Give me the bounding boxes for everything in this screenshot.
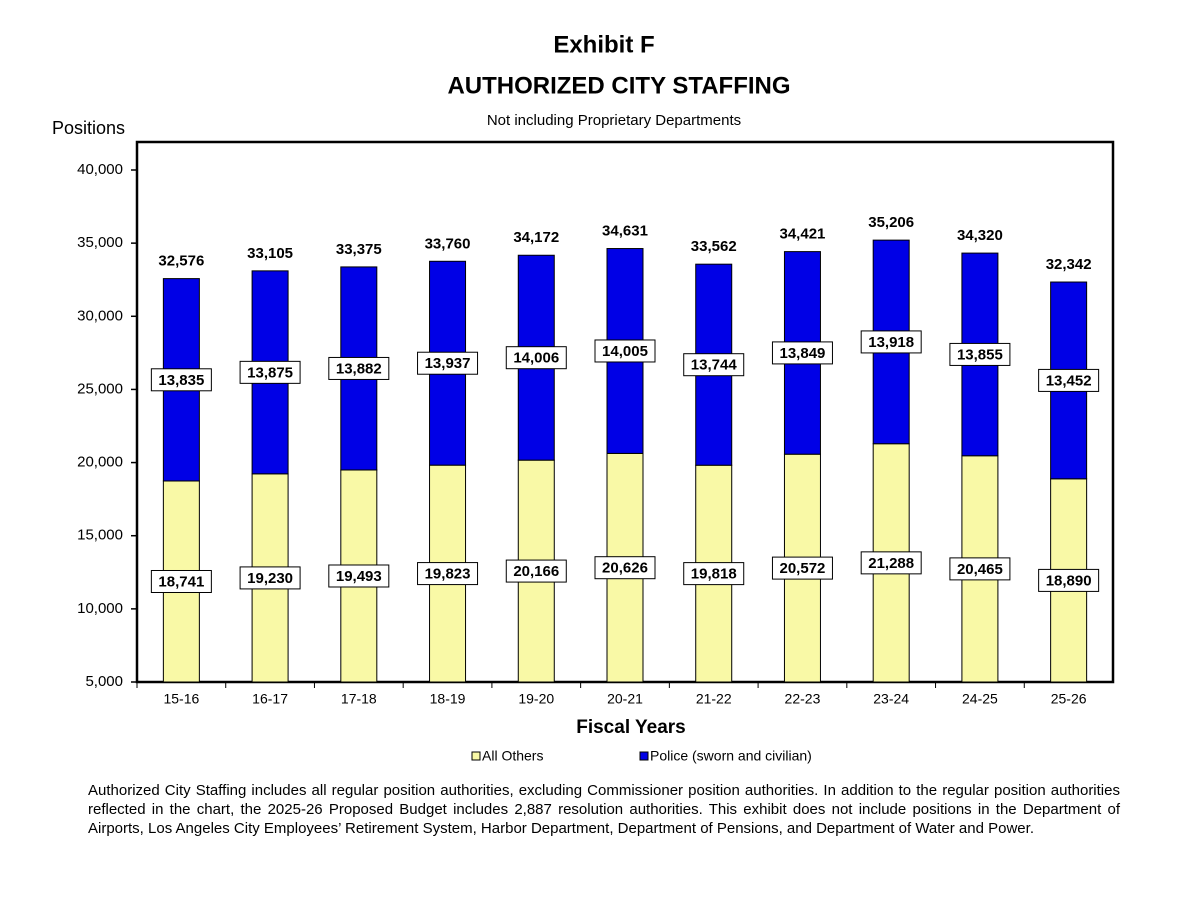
- x-tick-label: 24-25: [962, 691, 998, 707]
- value-label-box: [328, 356, 390, 380]
- x-tick-label: 25-26: [1051, 691, 1087, 707]
- x-tick-label: 17-18: [341, 691, 377, 707]
- value-label: 20,626: [602, 560, 648, 577]
- value-label-box: [239, 566, 301, 590]
- value-label: 19,823: [425, 566, 471, 583]
- y-tick-label: 40,000: [77, 161, 123, 178]
- value-label: 13,937: [425, 355, 471, 372]
- value-label: 13,882: [336, 360, 382, 377]
- value-label: 18,890: [1046, 572, 1092, 589]
- y-tick-label: 20,000: [77, 454, 123, 471]
- y-tick-label: 25,000: [77, 380, 123, 397]
- value-label-box: [771, 341, 833, 365]
- y-tick-label: 35,000: [77, 234, 123, 251]
- value-label: 18,741: [158, 573, 204, 590]
- total-label: 33,562: [691, 238, 737, 255]
- total-label: 33,760: [425, 235, 471, 252]
- value-label: 20,572: [780, 560, 826, 577]
- value-label-box: [417, 351, 479, 375]
- value-label-box: [594, 339, 656, 363]
- legend-swatch: [471, 751, 481, 761]
- value-label-box: [860, 330, 922, 354]
- value-label-box: [949, 557, 1011, 581]
- total-label: 34,631: [602, 223, 648, 240]
- total-label: 33,375: [336, 241, 382, 258]
- y-tick-label: 10,000: [77, 600, 123, 617]
- value-label: 13,835: [158, 372, 204, 389]
- value-label: 19,493: [336, 568, 382, 585]
- y-tick-label: 5,000: [85, 673, 123, 690]
- chart-subtitle: Not including Proprietary Departments: [487, 112, 741, 129]
- y-axis-label: Positions: [52, 118, 125, 138]
- total-label: 32,576: [158, 253, 204, 270]
- value-label-box: [683, 353, 745, 377]
- legend-label: Police (sworn and civilian): [650, 748, 812, 764]
- exhibit-label: Exhibit F: [553, 31, 654, 58]
- x-tick-label: 18-19: [430, 691, 466, 707]
- x-axis-label: Fiscal Years: [576, 717, 686, 738]
- footnote: Authorized City Staffing includes all re…: [88, 782, 1120, 837]
- value-label-box: [683, 562, 745, 586]
- x-tick-label: 21-22: [696, 691, 732, 707]
- value-label-box: [771, 556, 833, 580]
- value-label-box: [594, 556, 656, 580]
- value-label: 13,744: [691, 357, 738, 374]
- total-label: 34,421: [780, 226, 826, 243]
- value-label-box: [1038, 568, 1100, 592]
- value-label-box: [1038, 368, 1100, 392]
- value-label-box: [239, 360, 301, 384]
- value-label-box: [150, 368, 212, 392]
- value-label: 19,230: [247, 570, 293, 587]
- total-label: 34,172: [513, 229, 559, 246]
- y-tick-label: 15,000: [77, 527, 123, 544]
- value-label: 13,452: [1046, 372, 1092, 389]
- value-label-box: [505, 559, 567, 583]
- value-label-box: [150, 569, 212, 593]
- value-label-box: [505, 346, 567, 370]
- x-tick-label: 19-20: [518, 691, 554, 707]
- value-label: 20,166: [513, 563, 559, 580]
- y-tick-label: 30,000: [77, 307, 123, 324]
- value-label-box: [328, 564, 390, 588]
- total-label: 33,105: [247, 245, 293, 262]
- total-label: 35,206: [868, 214, 914, 231]
- x-tick-label: 15-16: [163, 691, 199, 707]
- value-label-box: [860, 551, 922, 575]
- total-label: 34,320: [957, 227, 1003, 244]
- value-label-box: [949, 342, 1011, 366]
- x-tick-label: 20-21: [607, 691, 643, 707]
- value-label-box: [417, 562, 479, 586]
- chart-title: AUTHORIZED CITY STAFFING: [447, 72, 790, 99]
- x-tick-label: 23-24: [873, 691, 909, 707]
- x-tick-label: 22-23: [785, 691, 821, 707]
- value-label: 21,288: [868, 555, 914, 572]
- legend-swatch: [639, 751, 649, 761]
- value-label: 14,005: [602, 343, 648, 360]
- value-label: 13,855: [957, 346, 1003, 363]
- legend-label: All Others: [482, 748, 543, 764]
- value-label: 20,465: [957, 561, 1003, 578]
- value-label: 13,918: [868, 334, 914, 351]
- value-label: 13,875: [247, 364, 293, 381]
- total-label: 32,342: [1046, 256, 1092, 273]
- value-label: 14,006: [513, 350, 559, 367]
- value-label: 13,849: [780, 345, 826, 362]
- x-tick-label: 16-17: [252, 691, 288, 707]
- value-label: 19,818: [691, 566, 737, 583]
